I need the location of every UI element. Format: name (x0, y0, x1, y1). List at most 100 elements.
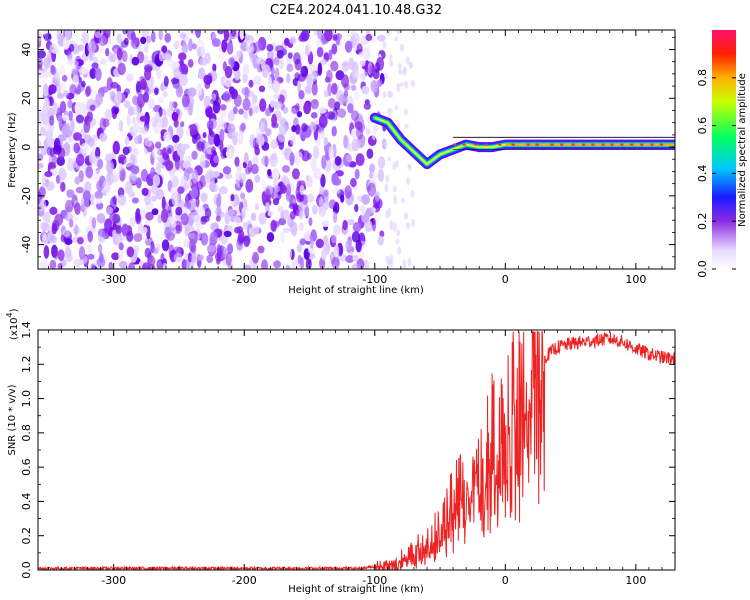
noise-blob (57, 134, 66, 142)
noise-blob (243, 111, 248, 120)
snr-exponent-close: ) (9, 308, 20, 312)
noise-blob (96, 213, 106, 224)
noise-blob (191, 186, 199, 200)
noise-blob (52, 101, 58, 115)
noise-blob (254, 174, 261, 183)
noise-blob (233, 94, 242, 107)
noise-blob (69, 84, 77, 96)
noise-blob (112, 195, 117, 205)
noise-blob (168, 244, 175, 259)
noise-blob (265, 108, 271, 117)
noise-blob (215, 206, 222, 217)
noise-blob (388, 54, 393, 61)
noise-blob (71, 68, 78, 76)
noise-blob (202, 132, 207, 139)
noise-blob (184, 227, 189, 237)
y-tick-label: -20 (20, 187, 33, 205)
noise-blob (108, 261, 114, 269)
noise-blob (183, 259, 191, 269)
noise-blob (144, 43, 149, 54)
noise-blob (241, 206, 250, 214)
noise-blob (188, 38, 193, 52)
noise-blob (49, 115, 55, 126)
noise-blob (237, 130, 244, 145)
noise-blob (181, 42, 189, 54)
y-tick-label: 1.2 (20, 356, 33, 374)
noise-blob (238, 172, 247, 184)
noise-blob (404, 212, 409, 220)
noise-blob (77, 44, 84, 52)
noise-blob (112, 229, 117, 238)
noise-blob (304, 44, 309, 57)
noise-blob (60, 181, 66, 192)
noise-blob (374, 62, 381, 73)
noise-blob (89, 68, 97, 79)
noise-blob (195, 196, 200, 208)
noise-blob (245, 178, 254, 193)
noise-blob (113, 107, 119, 115)
noise-blob (48, 84, 57, 94)
noise-blob (165, 160, 174, 172)
noise-blob (207, 131, 216, 145)
noise-blob (58, 167, 67, 181)
noise-blob (112, 140, 121, 155)
noise-blob (144, 247, 151, 258)
noise-blob (360, 72, 367, 81)
noise-blob (320, 129, 325, 139)
noise-blob (142, 226, 148, 234)
noise-blob (191, 134, 198, 145)
noise-blob (169, 100, 174, 111)
noise-blob (42, 70, 52, 78)
noise-blob (133, 147, 139, 157)
noise-blob (351, 84, 357, 91)
noise-blob (311, 71, 316, 78)
noise-blob (204, 171, 211, 184)
noise-blob (215, 215, 221, 222)
noise-blob (255, 203, 259, 211)
x-tick-label: 100 (625, 273, 646, 286)
noise-blob (313, 168, 322, 180)
noise-blob (80, 142, 89, 154)
noise-blob (132, 122, 141, 134)
noise-blob (282, 165, 290, 173)
noise-blob (87, 253, 95, 260)
noise-blob (179, 32, 186, 39)
noise-blob (289, 152, 295, 166)
noise-blob (323, 235, 329, 246)
noise-blob (253, 41, 262, 53)
noise-blob (213, 193, 222, 207)
noise-blob (360, 204, 366, 216)
noise-blob (176, 125, 184, 139)
noise-blob (152, 174, 161, 187)
noise-blob (230, 194, 235, 202)
noise-blob (293, 52, 301, 65)
noise-blob (116, 47, 123, 61)
noise-blob (216, 116, 225, 127)
noise-blob (44, 171, 53, 178)
noise-blob (83, 119, 91, 133)
noise-blob (347, 103, 354, 114)
noise-blob (265, 188, 271, 201)
noise-blob (257, 245, 265, 254)
noise-blob (396, 30, 401, 35)
noise-blob (398, 67, 403, 76)
noise-blob (42, 223, 51, 232)
noise-blob (99, 58, 107, 65)
noise-blob (118, 120, 124, 132)
noise-blob (151, 208, 159, 216)
noise-blob (237, 234, 244, 246)
noise-blob (119, 168, 126, 182)
noise-blob (86, 244, 93, 253)
noise-blob (169, 216, 175, 225)
noise-blob (171, 111, 179, 122)
noise-blob (403, 108, 408, 116)
noise-blob (222, 166, 232, 175)
x-tick-label: 100 (625, 574, 646, 587)
noise-blob (318, 114, 328, 128)
noise-blob (156, 259, 164, 269)
noise-blob (362, 259, 370, 269)
noise-blob (135, 81, 142, 93)
noise-blob (326, 111, 336, 120)
noise-blob (87, 230, 93, 243)
